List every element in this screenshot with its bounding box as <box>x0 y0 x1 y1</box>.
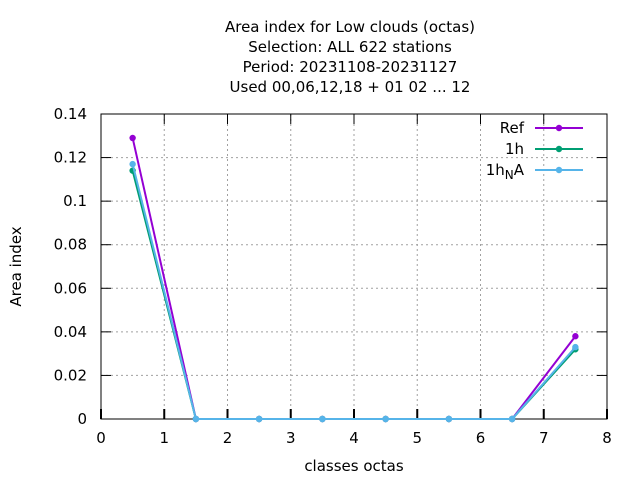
series-2 <box>129 160 579 423</box>
series-line <box>131 163 577 420</box>
y-axis-label: Area index <box>7 226 25 306</box>
y-tick-label: 0.04 <box>54 323 87 341</box>
y-tick-label: 0.12 <box>54 149 87 167</box>
data-point <box>319 415 326 423</box>
x-tick-label: 7 <box>539 429 549 447</box>
y-tick-labels: 0 0.02 0.04 0.06 0.08 0.1 0.12 0.14 <box>54 105 87 428</box>
x-tick-label: 2 <box>223 429 233 447</box>
x-tick-label: 3 <box>286 429 296 447</box>
data-point <box>572 343 579 351</box>
legend-label: 1hNA <box>486 161 525 182</box>
data-point <box>572 333 579 340</box>
title-line: Area index for Low clouds (octas) <box>225 18 475 36</box>
data-point <box>445 415 453 423</box>
y-tick-label: 0.06 <box>54 279 87 297</box>
title-line: Selection: ALL 622 stations <box>248 38 452 56</box>
legend-marker <box>555 124 563 132</box>
legend-label: Ref <box>500 119 525 137</box>
grid <box>101 114 607 419</box>
y-tick-label: 0.1 <box>63 192 87 210</box>
y-tick-label: 0.02 <box>54 366 87 384</box>
legend-marker <box>555 145 563 153</box>
chart-title: Area index for Low clouds (octas) Selecti… <box>225 18 475 96</box>
data-point <box>255 415 263 423</box>
legend-marker <box>555 166 563 174</box>
series <box>129 134 579 423</box>
x-tick-labels: 0 1 2 3 4 5 6 7 8 <box>96 429 612 447</box>
legend-item: Ref <box>500 119 583 137</box>
x-tick-label: 8 <box>602 429 612 447</box>
y-tick-label: 0 <box>77 410 87 428</box>
x-axis-label: classes octas <box>304 457 404 475</box>
data-point <box>129 134 136 142</box>
data-point <box>382 415 389 423</box>
legend-label: 1h <box>505 140 524 158</box>
legend: Ref 1h 1hNA <box>486 119 583 182</box>
axis-ticks <box>100 113 608 420</box>
title-line: Used 00,06,12,18 + 01 02 ... 12 <box>230 78 471 96</box>
x-tick-label: 6 <box>476 429 486 447</box>
legend-item: 1h <box>505 140 583 158</box>
x-tick-label: 5 <box>412 429 422 447</box>
x-tick-label: 0 <box>96 429 106 447</box>
x-tick-label: 4 <box>349 429 359 447</box>
legend-item: 1hNA <box>486 161 583 182</box>
x-tick-label: 1 <box>159 429 169 447</box>
data-point <box>508 415 516 423</box>
y-tick-label: 0.08 <box>54 236 87 254</box>
title-line: Period: 20231108-20231127 <box>243 58 458 76</box>
y-tick-label: 0.14 <box>54 105 87 123</box>
data-point <box>129 160 136 168</box>
data-point <box>192 415 200 423</box>
